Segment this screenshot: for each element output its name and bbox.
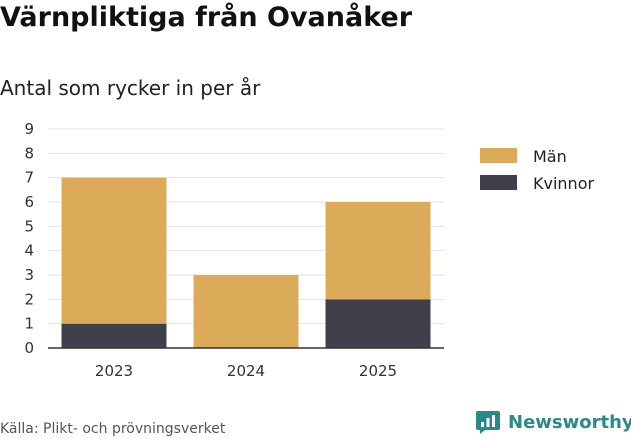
- x-tick-label: 2024: [227, 362, 265, 380]
- chart-title: Värnpliktiga från Ovanåker: [0, 2, 413, 33]
- legend-swatch-män: [480, 148, 517, 163]
- y-tick-label: 2: [24, 290, 34, 308]
- x-tick-label: 2025: [359, 362, 397, 380]
- y-tick-label: 7: [24, 169, 34, 187]
- legend-label-män: Män: [533, 147, 567, 166]
- legend-label-kvinnor: Kvinnor: [533, 174, 594, 193]
- legend-swatch-kvinnor: [480, 175, 517, 190]
- source-note: Källa: Plikt- och prövningsverket: [0, 421, 226, 437]
- bar-kvinnor-2025: [325, 299, 431, 348]
- y-tick-label: 0: [24, 339, 34, 357]
- bar-män-2023: [61, 177, 167, 324]
- brand-logo: Newsworthy: [475, 409, 631, 435]
- y-tick-label: 1: [24, 315, 34, 333]
- chart-subtitle: Antal som rycker in per år: [0, 76, 261, 100]
- brand-name: Newsworthy: [508, 411, 631, 433]
- y-tick-label: 9: [24, 120, 34, 138]
- bar-män-2025: [325, 202, 431, 300]
- y-tick-label: 4: [24, 242, 34, 260]
- y-tick-label: 8: [24, 144, 34, 162]
- x-tick-label: 2023: [95, 362, 133, 380]
- y-tick-label: 3: [24, 266, 34, 284]
- bar-män-2024: [193, 275, 299, 348]
- newsworthy-logo-icon: [476, 411, 500, 434]
- bar-kvinnor-2023: [61, 323, 167, 348]
- y-tick-label: 5: [24, 217, 34, 235]
- y-tick-label: 6: [24, 193, 34, 211]
